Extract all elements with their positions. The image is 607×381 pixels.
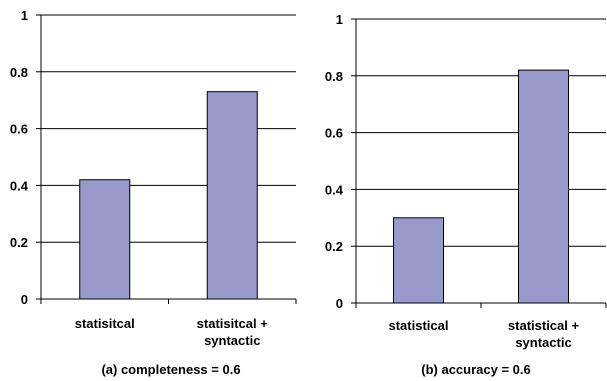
y-tick-label: 0.6: [325, 126, 343, 141]
bar: [79, 179, 131, 300]
x-category-label: syntactic: [515, 335, 571, 350]
y-tick-label: 0.8: [10, 65, 28, 80]
y-tick-label: 0.6: [10, 122, 28, 137]
chart-caption: (a) completeness = 0.6: [101, 362, 240, 377]
bar: [393, 217, 444, 304]
y-tick-label: 0.4: [325, 182, 344, 197]
chart-completeness: 0 0.2 0.4 0.6 0.8 1 statisitcal statisitcal + sy…: [10, 8, 297, 377]
bar: [206, 91, 258, 300]
x-category-label: statisitcal +: [197, 316, 269, 331]
y-tick-label: 0.4: [10, 178, 29, 193]
y-tick-label: 0: [21, 292, 28, 307]
y-tick-label: 0.2: [10, 235, 28, 250]
x-category-label: statistical: [389, 318, 449, 333]
y-tick-label: 0.8: [325, 69, 343, 84]
bar: [518, 69, 569, 304]
y-tick-label: 1: [336, 12, 343, 27]
y-tick-label: 0.2: [325, 239, 343, 254]
chart-accuracy: 0 0.2 0.4 0.6 0.8 1 statistical statistical + sy…: [325, 12, 607, 377]
chart-caption: (b) accuracy = 0.6: [421, 362, 530, 377]
x-category-label: statistical +: [508, 318, 580, 333]
x-category-label: syntactic: [204, 333, 260, 348]
x-category-label: statisitcal: [75, 316, 135, 331]
y-tick-label: 1: [21, 8, 28, 23]
y-tick-label: 0: [336, 296, 343, 311]
